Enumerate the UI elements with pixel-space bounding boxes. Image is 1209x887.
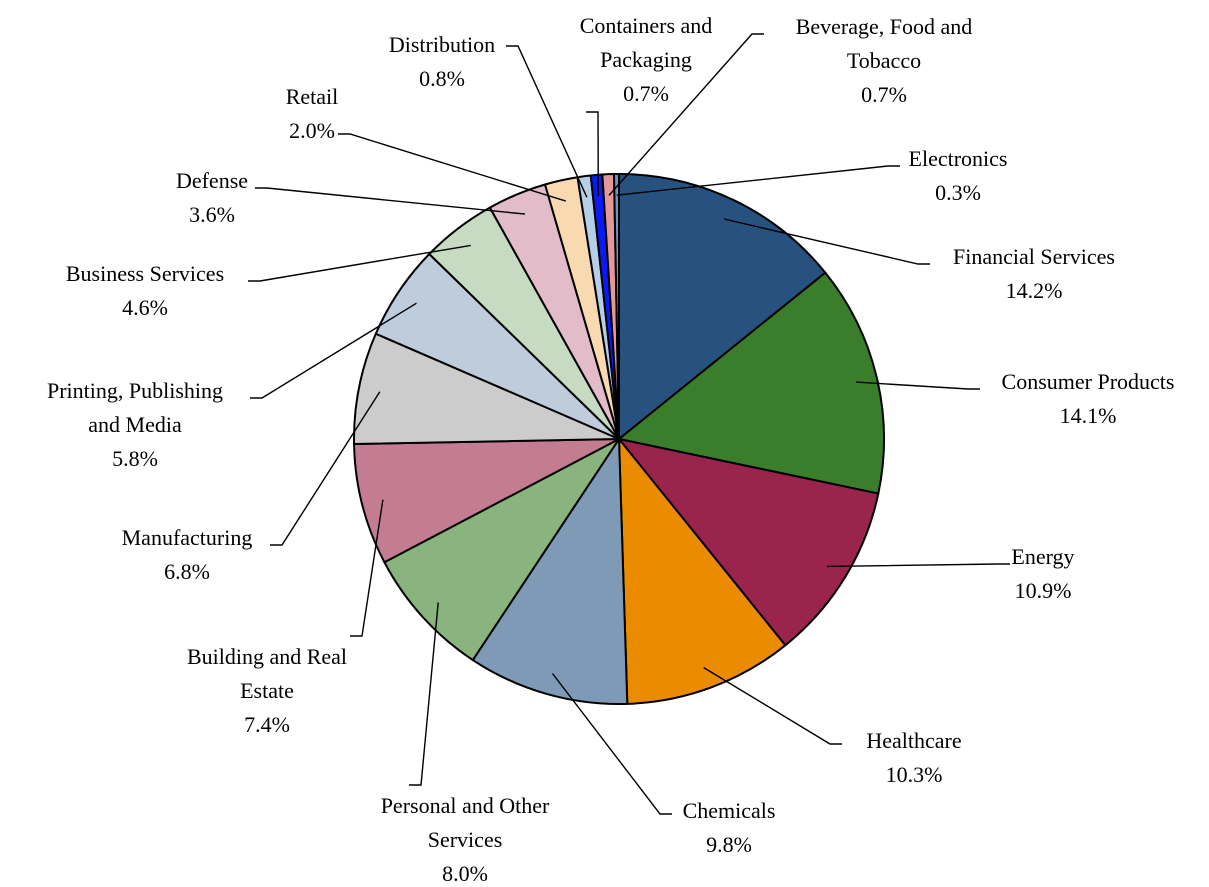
slice-label-line: Tobacco [847, 48, 921, 73]
leader-line-printing-publishing-and-media [250, 302, 417, 399]
slice-percent: 6.8% [164, 559, 210, 584]
slice-label-building-and-real-estate: Building and Real Estate 7.4% [187, 644, 347, 737]
slice-percent: 9.8% [706, 832, 752, 857]
leader-line-business-services [248, 244, 471, 282]
slice-percent: 2.0% [289, 118, 335, 143]
pie-slice-energy [618, 438, 880, 647]
slice-label-line: Printing, Publishing [47, 378, 223, 403]
slice-label-line: Estate [240, 678, 294, 703]
slice-percent: 0.7% [623, 81, 669, 106]
pie-slice-building-and-real-estate [353, 438, 620, 564]
slice-label-line: Healthcare [866, 728, 961, 753]
slice-percent: 0.7% [861, 82, 907, 107]
leader-line-retail [338, 133, 567, 202]
slice-label-line: Defense [176, 168, 248, 193]
slice-label-line: Chemicals [683, 798, 776, 823]
slice-label-energy: Energy 10.9% [1011, 544, 1074, 603]
leader-line-defense [255, 187, 526, 215]
slice-label-defense: Defense 3.6% [176, 168, 248, 227]
pie-slice-manufacturing [353, 332, 620, 445]
slice-label-distribution: Distribution 0.8% [389, 32, 495, 91]
leader-line-chemicals [551, 673, 672, 815]
slice-percent: 0.3% [935, 180, 981, 205]
pie-slice-electronics [613, 173, 620, 440]
slice-label-financial-services: Financial Services 14.2% [953, 244, 1115, 303]
slice-label-beverage-food-and-tobacco: Beverage, Food and Tobacco 0.7% [796, 14, 973, 107]
leader-line-personal-and-other-services [409, 602, 439, 786]
slice-label-consumer-products: Consumer Products 14.1% [1002, 369, 1175, 428]
slice-label-line: Business Services [66, 261, 224, 286]
slice-percent: 4.6% [122, 295, 168, 320]
slice-label-line: Manufacturing [122, 525, 253, 550]
slice-label-line: Distribution [389, 32, 495, 57]
pie-slice-healthcare [618, 438, 787, 705]
slice-label-line: Beverage, Food and [796, 14, 973, 39]
leader-line-manufacturing [270, 391, 381, 546]
slice-labels: Financial Services 14.2% Consumer Products… [47, 13, 1175, 886]
slice-label-printing-publishing-and-media: Printing, Publishing and Media 5.8% [47, 378, 223, 471]
leader-line-beverage-food-and-tobacco [608, 33, 764, 196]
leader-line-financial-services [724, 218, 930, 265]
slice-label-line: Packaging [600, 47, 692, 72]
pie-slice-chemicals [471, 438, 629, 705]
slice-label-line: Building and Real [187, 644, 347, 669]
pie-slice-personal-and-other-services [383, 438, 620, 662]
slice-label-personal-and-other-services: Personal and Other Services 8.0% [381, 793, 550, 886]
leader-line-containers-and-packaging [586, 111, 599, 197]
slice-label-line: and Media [88, 412, 182, 437]
slice-label-healthcare: Healthcare 10.3% [866, 728, 961, 787]
slice-percent: 14.2% [1006, 278, 1063, 303]
slice-label-electronics: Electronics 0.3% [909, 146, 1008, 205]
pie-slice-consumer-products [618, 271, 885, 495]
leader-line-energy [826, 563, 1010, 568]
slice-label-manufacturing: Manufacturing 6.8% [122, 525, 253, 584]
slice-label-business-services: Business Services 4.6% [66, 261, 224, 320]
slice-percent: 14.1% [1060, 403, 1117, 428]
slice-label-line: Services [428, 827, 503, 852]
leader-line-distribution [506, 45, 588, 198]
slice-label-retail: Retail 2.0% [286, 84, 339, 143]
pie-slice-financial-services [618, 173, 827, 440]
leader-line-healthcare [703, 667, 842, 745]
slice-percent: 7.4% [244, 712, 290, 737]
pie-slices [353, 173, 885, 705]
slice-label-line: Containers and [580, 13, 713, 38]
slice-label-line: Consumer Products [1002, 369, 1175, 394]
slice-percent: 5.8% [112, 446, 158, 471]
slice-label-chemicals: Chemicals 9.8% [683, 798, 776, 857]
slice-percent: 10.3% [886, 762, 943, 787]
slice-percent: 0.8% [419, 66, 465, 91]
slice-label-line: Financial Services [953, 244, 1115, 269]
slice-percent: 8.0% [442, 861, 488, 886]
slice-label-line: Retail [286, 84, 339, 109]
leader-line-consumer-products [856, 381, 980, 390]
leader-line-electronics [616, 165, 900, 196]
slice-percent: 3.6% [189, 202, 235, 227]
slice-label-containers-and-packaging: Containers and Packaging 0.7% [580, 13, 713, 106]
leader-line-building-and-real-estate [350, 499, 384, 637]
slice-label-line: Energy [1011, 544, 1074, 569]
leader-lines [248, 33, 1010, 815]
slice-label-line: Personal and Other [381, 793, 550, 818]
slice-label-line: Electronics [909, 146, 1008, 171]
slice-percent: 10.9% [1015, 578, 1072, 603]
